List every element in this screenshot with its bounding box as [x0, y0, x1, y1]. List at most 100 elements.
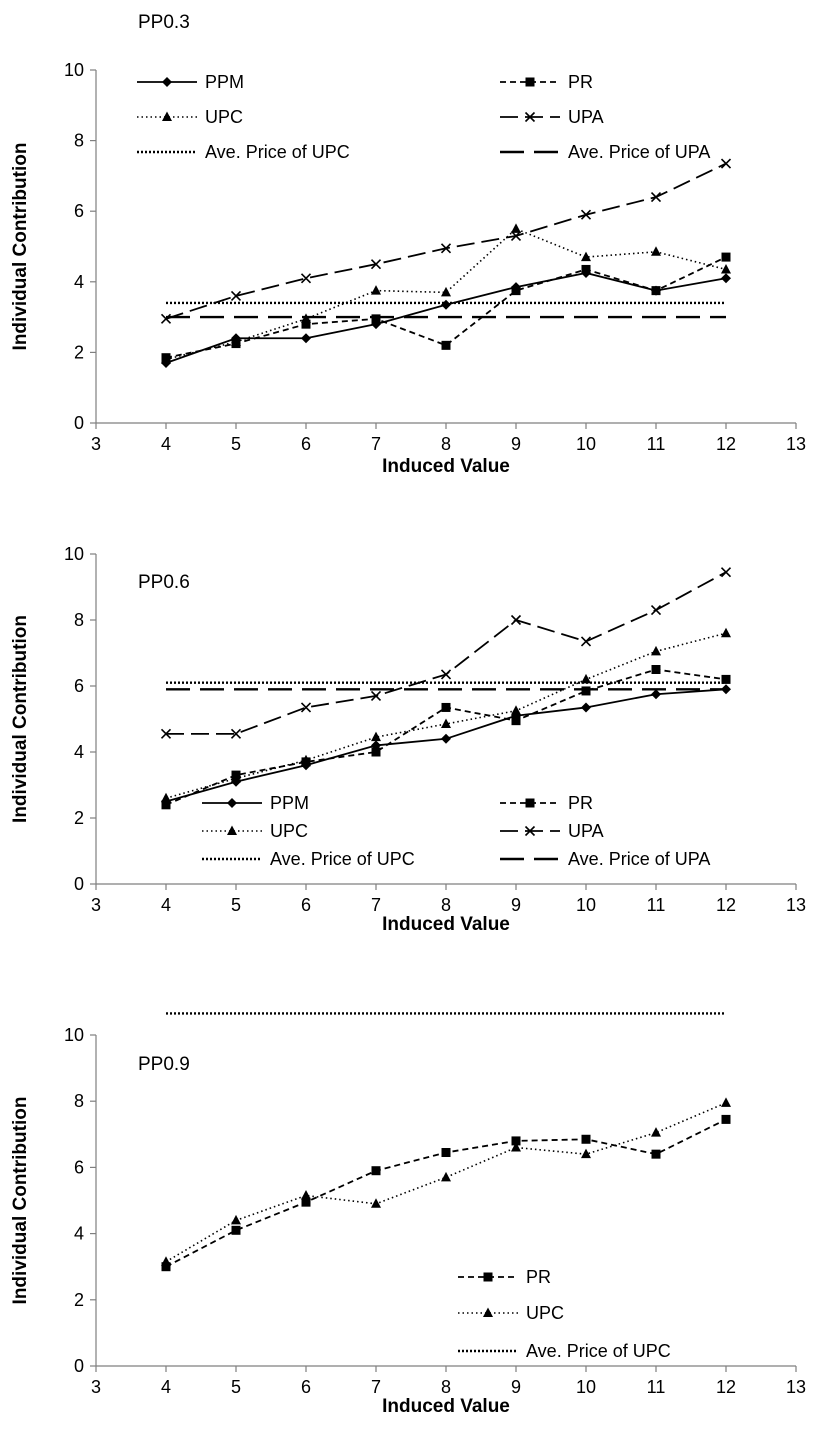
x-tick-label: 5	[231, 895, 241, 915]
legend-label: Ave. Price of UPC	[270, 849, 415, 869]
x-tick-label: 7	[371, 895, 381, 915]
x-tick-label: 11	[647, 434, 666, 454]
data-point	[510, 614, 522, 626]
data-point	[651, 1127, 661, 1137]
data-point	[231, 1214, 241, 1225]
legend-label: PR	[526, 1267, 551, 1287]
y-tick-label: 0	[74, 874, 84, 894]
data-point	[161, 800, 171, 810]
legend-marker	[162, 77, 172, 87]
legend-label: UPA	[568, 107, 604, 127]
data-point	[371, 285, 381, 295]
data-point	[301, 1190, 311, 1200]
x-tick-label: 7	[371, 1377, 381, 1397]
data-point	[581, 251, 591, 262]
data-point	[511, 716, 521, 726]
legend-label: PR	[568, 793, 593, 813]
legend-marker	[162, 111, 172, 121]
data-point	[651, 689, 661, 700]
x-tick-label: 8	[441, 434, 451, 454]
legend-marker	[524, 825, 536, 837]
series-upc	[161, 223, 731, 364]
y-tick-label: 6	[74, 1157, 84, 1177]
data-point	[580, 209, 592, 220]
y-tick-label: 8	[74, 610, 84, 630]
data-point	[511, 705, 521, 715]
x-tick-label: 10	[576, 1377, 596, 1397]
series-ppm	[161, 684, 731, 807]
legend-label: Ave. Price of UPA	[568, 142, 710, 162]
x-tick-label: 3	[91, 895, 101, 915]
y-tick-label: 8	[74, 1091, 84, 1111]
data-point	[231, 336, 241, 346]
legend: PR UPC Ave. Price of UPC	[458, 1267, 671, 1361]
legend-label: Ave. Price of UPA	[568, 849, 710, 869]
data-point	[370, 690, 382, 701]
x-tick-label: 3	[91, 1377, 101, 1397]
data-point	[301, 754, 311, 765]
data-point	[370, 259, 382, 270]
data-point	[651, 665, 661, 674]
y-tick-label: 2	[74, 1290, 84, 1310]
legend-label: UPC	[270, 821, 308, 841]
y-tick-label: 4	[74, 742, 84, 762]
x-tick-label: 6	[301, 895, 311, 915]
data-point	[231, 772, 241, 783]
legend: PPM PR UPC UPA Ave. Price of UPC Ave. Price o…	[137, 72, 710, 162]
legend-marker	[483, 1272, 493, 1282]
legend-marker	[227, 798, 237, 808]
data-point	[161, 1262, 171, 1272]
data-point	[650, 605, 662, 616]
y-tick-label: 0	[74, 1356, 84, 1376]
x-tick-label: 5	[231, 434, 241, 454]
y-tick-label: 10	[64, 544, 84, 564]
series-upa	[160, 158, 732, 324]
data-point	[720, 158, 732, 169]
legend: PPM PR UPC UPA Ave. Price of UPC Ave. Price o…	[202, 793, 710, 869]
legend-marker	[524, 111, 536, 123]
data-point	[511, 1136, 521, 1146]
y-tick-label: 2	[74, 342, 84, 362]
data-point	[651, 246, 661, 256]
data-point	[441, 1171, 451, 1182]
chart-panel-2: 0 2 4 6 8 10 3 4 5 6 7 8 9 10 11 12 13 Induced Value Indiv…	[10, 1012, 806, 1417]
data-point	[231, 1225, 241, 1235]
y-tick-label: 10	[64, 1025, 84, 1045]
series-pr	[161, 1114, 731, 1272]
legend-label: Ave. Price of UPC	[205, 142, 350, 162]
legend-marker	[227, 825, 237, 835]
data-point	[651, 286, 661, 296]
series-line-pr	[165, 256, 727, 359]
data-point	[441, 702, 451, 712]
legend-label: PR	[568, 72, 593, 92]
series-upc	[161, 1097, 731, 1266]
data-point	[161, 353, 171, 364]
y-tick-label: 8	[74, 131, 84, 151]
x-tick-label: 13	[786, 1377, 806, 1397]
x-tick-label: 11	[647, 895, 666, 915]
y-axis-title: Individual Contribution	[10, 143, 31, 351]
chart-panel-1: 0 2 4 6 8 10 3 4 5 6 7 8 9 10 11 12 13 Induced Value Indiv…	[10, 544, 806, 935]
data-point	[511, 223, 521, 233]
series-upa	[160, 567, 732, 739]
legend-label: Ave. Price of UPC	[526, 1341, 671, 1361]
x-axis-title: Induced Value	[382, 914, 510, 935]
x-tick-label: 9	[511, 434, 521, 454]
data-point	[441, 286, 451, 297]
data-point	[581, 702, 591, 713]
data-point	[441, 299, 451, 310]
x-axis-title: Induced Value	[382, 1396, 510, 1417]
data-point	[581, 264, 591, 274]
data-point	[161, 1256, 171, 1266]
data-point	[301, 319, 311, 329]
data-point	[721, 1114, 731, 1124]
series-line-upc	[165, 632, 727, 799]
data-point	[300, 273, 312, 284]
series-upc	[161, 627, 731, 803]
data-point	[510, 230, 522, 241]
x-tick-label: 13	[786, 434, 806, 454]
data-point	[371, 731, 381, 742]
panel-title: PP0.3	[138, 12, 190, 33]
data-point	[651, 1149, 661, 1159]
